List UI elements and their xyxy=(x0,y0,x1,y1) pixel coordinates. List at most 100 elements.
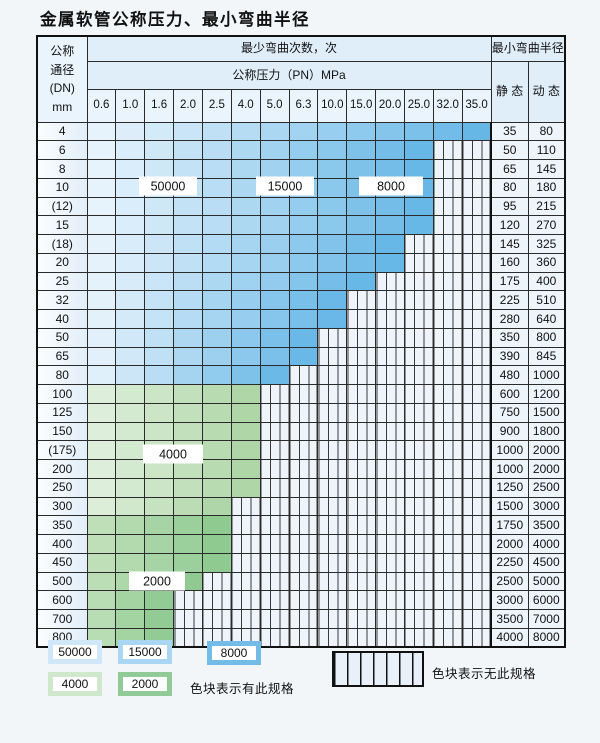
no-spec-cell xyxy=(346,346,377,367)
spec-available-cell xyxy=(288,140,319,160)
no-spec-cell xyxy=(288,421,319,442)
spec-available-cell xyxy=(201,459,232,479)
table-row: 600 3000 6000 xyxy=(36,590,566,610)
spec-available-cell xyxy=(115,327,146,348)
no-spec-cell xyxy=(259,534,290,554)
cycle-zone-label: 2000 xyxy=(129,571,185,591)
no-spec-cell xyxy=(461,290,492,310)
spec-available-cell xyxy=(173,271,203,292)
spec-available-cell xyxy=(173,402,203,423)
spec-available-cell xyxy=(375,252,405,273)
no-spec-cell xyxy=(432,534,463,554)
no-spec-cell xyxy=(317,515,348,535)
spec-available-cell xyxy=(144,271,175,292)
spec-available-cell xyxy=(346,140,377,160)
spec-available-cell xyxy=(144,290,175,310)
spec-available-cell xyxy=(230,271,261,292)
table-row: 8 65 145 xyxy=(36,159,566,179)
spec-available-cell xyxy=(317,140,348,160)
spec-available-cell xyxy=(115,140,146,160)
dynamic-radius-value: 640 xyxy=(527,309,566,329)
spec-available-cell xyxy=(317,121,348,142)
legend-swatch: 15000 xyxy=(118,640,172,664)
dn-row-label: 150 xyxy=(36,421,88,442)
static-radius-value: 4000 xyxy=(490,627,529,648)
static-radius-value: 145 xyxy=(490,234,529,254)
no-spec-cell xyxy=(461,252,492,273)
no-spec-cell xyxy=(259,384,290,404)
no-spec-cell xyxy=(346,627,377,648)
pn-tick-label: 6.3 xyxy=(288,88,319,123)
dynamic-radius-value: 1000 xyxy=(527,365,566,385)
no-spec-cell xyxy=(317,327,348,348)
no-spec-cell xyxy=(461,552,492,573)
no-spec-cell xyxy=(346,609,377,629)
spec-available-cell xyxy=(201,196,232,217)
static-radius-value: 80 xyxy=(490,177,529,198)
no-spec-cell xyxy=(317,459,348,479)
table-row: (175) 1000 2000 xyxy=(36,440,566,460)
spec-available-cell xyxy=(201,215,232,235)
spec-available-cell xyxy=(288,252,319,273)
table-row: 700 3500 7000 xyxy=(36,609,566,629)
no-spec-cell xyxy=(403,440,434,460)
no-spec-cell xyxy=(432,290,463,310)
no-spec-cell xyxy=(461,384,492,404)
no-spec-cell xyxy=(288,477,319,498)
no-spec-cell xyxy=(317,440,348,460)
no-spec-cell xyxy=(230,534,261,554)
min-bend-radius-header: 最小弯曲半径 xyxy=(490,35,566,62)
spec-available-cell xyxy=(173,290,203,310)
spec-available-cell xyxy=(115,515,146,535)
no-spec-cell xyxy=(317,534,348,554)
no-spec-cell xyxy=(346,459,377,479)
spec-available-cell xyxy=(230,159,261,179)
no-spec-cell xyxy=(259,440,290,460)
no-spec-cell xyxy=(317,384,348,404)
static-radius-value: 1000 xyxy=(490,440,529,460)
no-spec-cell xyxy=(346,402,377,423)
spec-available-cell xyxy=(259,271,290,292)
no-spec-cell xyxy=(461,271,492,292)
spec-available-cell xyxy=(230,215,261,235)
spec-available-cell xyxy=(375,215,405,235)
spec-available-cell xyxy=(173,159,203,179)
spec-table-wrap: 公称 通径 (DN) mm 最少弯曲次数，次 最小弯曲半径 公称压力（PN）MP… xyxy=(36,35,567,648)
no-spec-cell xyxy=(432,402,463,423)
spec-available-cell xyxy=(173,309,203,329)
spec-available-cell xyxy=(144,402,175,423)
no-spec-cell xyxy=(375,421,405,442)
spec-available-cell xyxy=(144,121,175,142)
no-spec-cell xyxy=(461,534,492,554)
no-spec-cell xyxy=(461,571,492,592)
no-spec-cell xyxy=(403,402,434,423)
no-spec-cell xyxy=(375,496,405,517)
spec-available-cell xyxy=(115,402,146,423)
no-spec-cell xyxy=(432,440,463,460)
dn-row-label: 350 xyxy=(36,515,88,535)
spec-available-cell xyxy=(230,365,261,385)
no-spec-cell xyxy=(403,346,434,367)
dn-row-label: 15 xyxy=(36,215,88,235)
spec-available-cell xyxy=(375,196,405,217)
no-spec-cell xyxy=(317,552,348,573)
spec-available-cell xyxy=(230,346,261,367)
static-radius-value: 175 xyxy=(490,271,529,292)
dn-row-label: (12) xyxy=(36,196,88,217)
no-spec-cell xyxy=(230,609,261,629)
spec-available-cell xyxy=(201,384,232,404)
no-spec-cell xyxy=(173,590,203,610)
spec-available-cell xyxy=(201,346,232,367)
dynamic-radius-value: 2500 xyxy=(527,477,566,498)
dn-row-label: 400 xyxy=(36,534,88,554)
spec-available-cell xyxy=(201,309,232,329)
dn-row-label: 80 xyxy=(36,365,88,385)
spec-available-cell xyxy=(201,177,232,198)
table-row: 400 2000 4000 xyxy=(36,534,566,554)
no-spec-cell xyxy=(346,552,377,573)
no-spec-cell xyxy=(403,552,434,573)
no-spec-cell xyxy=(461,627,492,648)
spec-available-cell xyxy=(259,346,290,367)
spec-available-cell xyxy=(259,309,290,329)
